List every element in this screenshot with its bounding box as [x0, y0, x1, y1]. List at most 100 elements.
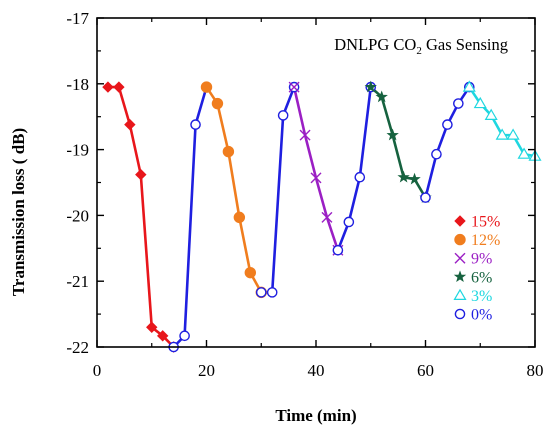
data-point-6-3 — [397, 170, 410, 183]
y-tick-label-2: -20 — [66, 206, 89, 225]
data-point-5-2-shape — [354, 171, 366, 183]
data-point-0-2-shape — [124, 118, 136, 131]
data-point-0-4 — [146, 321, 158, 333]
data-point-2-3-shape — [233, 211, 246, 224]
data-point-8-3-shape — [495, 128, 509, 140]
legend-marker-4 — [453, 288, 467, 300]
data-point-1-2 — [190, 119, 201, 130]
legend-marker-0 — [454, 215, 466, 227]
y-tick-label-1: -21 — [66, 272, 89, 291]
data-point-6-2-shape — [386, 128, 399, 141]
chart-title: DNLPG CO2 Gas Sensing — [334, 35, 508, 57]
data-point-4-1 — [299, 129, 311, 141]
y-tick-label-3: -19 — [66, 141, 89, 160]
data-point-4-3 — [321, 211, 333, 223]
data-point-6-2 — [386, 128, 399, 141]
data-point-1-1-shape — [179, 330, 190, 342]
data-point-8-5-shape — [517, 147, 531, 159]
y-tick-label-0: -22 — [66, 338, 89, 357]
series-line-1 — [172, 85, 208, 349]
legend-label-5: 0% — [471, 307, 492, 324]
data-point-7-3 — [453, 98, 464, 109]
data-point-2-0 — [200, 81, 213, 93]
legend-item-0: 15% — [454, 214, 500, 231]
data-point-2-4 — [244, 266, 257, 279]
data-point-2-0-shape — [200, 81, 213, 93]
data-point-4-0 — [288, 81, 300, 93]
data-point-0-0-shape — [102, 81, 114, 93]
series-line-5 — [336, 85, 373, 252]
legend-marker-2 — [454, 252, 466, 264]
data-point-6-0-shape — [364, 80, 377, 93]
data-point-0-2 — [124, 118, 136, 131]
data-point-7-1-shape — [431, 148, 442, 160]
data-point-5-1-shape — [343, 216, 355, 228]
data-point-7-3-shape — [453, 98, 464, 109]
data-point-7-0 — [420, 192, 431, 203]
chart-title-main: DNLPG CO — [334, 35, 416, 54]
data-point-0-4-shape — [146, 321, 158, 333]
data-point-7-0-shape — [420, 192, 431, 203]
chart-title-subscript: 2 — [416, 45, 422, 57]
legend-item-1: 12% — [454, 232, 500, 249]
data-point-5-0 — [332, 244, 344, 256]
data-point-3-2-shape — [277, 110, 289, 121]
data-point-7-2-shape — [442, 119, 453, 130]
data-point-3-0 — [255, 287, 267, 298]
data-point-1-1 — [179, 330, 190, 342]
legend-label-4: 3% — [471, 288, 492, 305]
legend-label-0: 15% — [471, 214, 500, 231]
legend-marker-1-shape — [454, 233, 466, 246]
legend-label-1: 12% — [471, 232, 500, 249]
data-point-2-1 — [211, 97, 224, 110]
legend-marker-0-shape — [454, 215, 466, 227]
data-point-6-0 — [364, 80, 377, 93]
y-axis-title: Transmission loss ( dB) — [9, 128, 28, 296]
data-point-0-1-shape — [113, 81, 125, 93]
data-point-6-1 — [375, 90, 388, 103]
data-point-6-4 — [408, 172, 421, 185]
axes-layer: 0 20 40 60 80 -22 -21 -20 -19 -18 -17 — [66, 9, 543, 380]
legend-marker-5 — [454, 308, 466, 320]
legend-item-4: 3% — [453, 288, 492, 305]
data-point-0-3-shape — [135, 168, 147, 181]
data-point-3-0-shape — [255, 287, 267, 298]
data-point-0-3 — [135, 168, 147, 181]
y-tick-label-5: -17 — [66, 9, 89, 28]
legend-label-3: 6% — [471, 269, 492, 286]
legend: 15%12% 9%6% 3% 0% — [453, 214, 500, 324]
data-point-7-2 — [442, 119, 453, 130]
series-layer — [102, 80, 542, 353]
x-tick-label-4: 80 — [527, 361, 544, 380]
data-point-0-0 — [102, 81, 114, 93]
legend-marker-1 — [454, 233, 466, 246]
data-point-6-3-shape — [397, 170, 410, 183]
chart-title-suffix: Gas Sensing — [422, 35, 508, 54]
legend-marker-2-stroke-b — [454, 252, 466, 264]
data-point-4-2 — [310, 172, 322, 184]
data-point-4-2-stroke-b — [310, 172, 322, 184]
data-point-2-2 — [222, 145, 235, 158]
x-tick-label-2: 40 — [308, 361, 325, 380]
data-point-8-4 — [506, 128, 520, 140]
data-point-8-2 — [484, 108, 498, 120]
x-axis-title: Time (min) — [275, 406, 356, 425]
data-point-0-1 — [113, 81, 125, 93]
legend-item-5: 0% — [454, 307, 492, 324]
legend-item-3: 6% — [453, 269, 492, 286]
legend-label-2: 9% — [471, 251, 492, 268]
data-point-3-1 — [266, 287, 278, 298]
data-point-4-3-stroke-b — [321, 211, 333, 223]
data-point-3-2 — [277, 110, 289, 121]
x-tick-label-1: 20 — [198, 361, 215, 380]
data-point-8-4-shape — [506, 128, 520, 140]
legend-marker-5-shape — [454, 308, 466, 320]
data-point-5-1 — [343, 216, 355, 228]
data-point-8-3 — [495, 128, 509, 140]
data-point-2-4-shape — [244, 266, 257, 279]
data-point-8-2-shape — [484, 108, 498, 120]
data-point-0-5-shape — [156, 330, 169, 342]
data-point-4-0-stroke-b — [288, 81, 300, 93]
data-point-5-2 — [354, 171, 366, 183]
